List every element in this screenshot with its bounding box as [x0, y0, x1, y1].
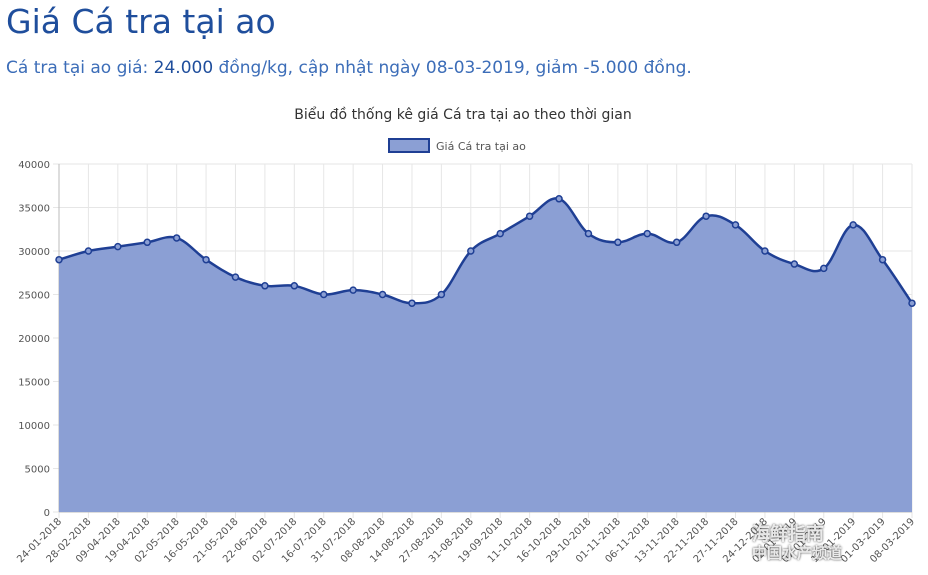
- data-point-19[interactable]: [614, 238, 622, 247]
- data-point-21[interactable]: [672, 238, 681, 247]
- data-points: [55, 195, 916, 307]
- y-tick-label: 20000: [18, 334, 50, 345]
- current-price: 24.000: [153, 58, 214, 78]
- data-point-23[interactable]: [731, 221, 740, 229]
- y-tick-label: 0: [44, 508, 50, 519]
- area-fill: [59, 198, 912, 512]
- y-tick-label: 25000: [18, 291, 50, 302]
- data-point-15[interactable]: [496, 229, 504, 238]
- y-tick-label: 5000: [25, 465, 50, 476]
- chart-title: Biểu đồ thống kê giá Cá tra tại ao theo …: [294, 106, 632, 123]
- data-point-29[interactable]: [908, 299, 916, 307]
- data-point-26[interactable]: [820, 264, 828, 273]
- watermark-line-2: 中国水产频道: [752, 544, 843, 562]
- data-area: [58, 197, 914, 512]
- data-point-13[interactable]: [437, 290, 446, 299]
- y-tick-label: 35000: [18, 204, 50, 215]
- data-point-7[interactable]: [261, 282, 269, 290]
- data-point-10[interactable]: [349, 286, 357, 294]
- price-summary: Cá tra tại ao giá: 24.000 đồng/kg, cập n…: [6, 58, 692, 78]
- data-point-16[interactable]: [525, 212, 534, 220]
- summary-details: đồng/kg, cập nhật ngày 08-03-2019, giảm …: [213, 58, 692, 78]
- data-point-25[interactable]: [790, 260, 799, 268]
- legend-swatch[interactable]: [388, 138, 430, 153]
- data-point-5[interactable]: [202, 255, 210, 264]
- page-title: Giá Cá tra tại ao: [6, 2, 276, 41]
- data-point-3[interactable]: [143, 238, 151, 247]
- y-tick-label: 30000: [18, 247, 50, 258]
- data-point-17[interactable]: [555, 195, 563, 203]
- data-point-12[interactable]: [408, 299, 416, 307]
- data-point-9[interactable]: [319, 290, 328, 299]
- data-point-0[interactable]: [55, 255, 63, 264]
- data-point-24[interactable]: [761, 247, 769, 255]
- data-point-22[interactable]: [702, 212, 710, 220]
- data-point-6[interactable]: [231, 273, 240, 281]
- data-point-8[interactable]: [290, 282, 299, 290]
- summary-prefix: Cá tra tại ao giá:: [6, 58, 154, 78]
- watermark-line-1: 海鲜指南: [752, 524, 824, 545]
- data-point-1[interactable]: [84, 247, 93, 255]
- data-point-27[interactable]: [849, 221, 857, 229]
- data-point-11[interactable]: [378, 290, 387, 299]
- watermark-logo: 海鲜指南 中国水产频道: [752, 520, 842, 563]
- legend-label[interactable]: Giá Cá tra tại ao: [436, 140, 526, 153]
- y-axis: 0 5000 10000 15000 20000 25000 30000 35000 40000: [18, 160, 50, 519]
- data-point-28[interactable]: [878, 255, 887, 264]
- data-point-14[interactable]: [467, 247, 475, 255]
- data-point-4[interactable]: [172, 234, 181, 242]
- data-point-18[interactable]: [584, 229, 593, 238]
- data-point-20[interactable]: [643, 229, 652, 238]
- y-tick-label: 10000: [18, 421, 50, 432]
- y-tick-label: 15000: [18, 378, 50, 389]
- data-point-2[interactable]: [114, 242, 122, 251]
- y-tick-label: 40000: [18, 160, 50, 171]
